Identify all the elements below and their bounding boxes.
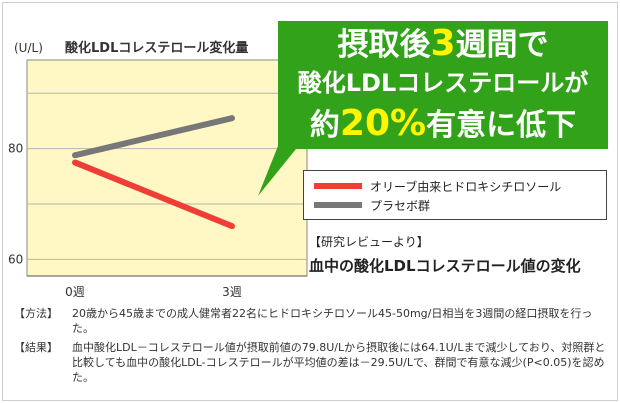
callout-line3-pre: 約	[309, 108, 340, 143]
legend-item-placebo: プラセボ群	[314, 196, 430, 214]
study-source-label: 【研究レビューより】	[309, 235, 429, 249]
callout-line-2: 酸化LDLコレステロールが	[297, 69, 589, 97]
data-point-1-1	[229, 115, 235, 122]
callout-line-3: 約20%有意に低下	[278, 105, 608, 145]
callout-line-1: 摂取後3週間で	[278, 25, 608, 64]
y-tick-label: 60	[8, 252, 23, 266]
callout-line1-pre: 摂取後	[337, 27, 431, 63]
method-label: 【方法】	[14, 307, 58, 320]
result-note: 【結果】 血中酸化LDL－コレステロール値が摂取前値の79.8U/Lから摂取後に…	[14, 340, 610, 385]
method-text: 20歳から45歳までの成人健常者22名にヒドロキシチロソール45-50mg/日相…	[72, 307, 593, 335]
legend-swatch-placebo	[314, 202, 362, 208]
legend-label-placebo: プラセボ群	[370, 198, 431, 213]
callout-line3-num: 20%	[339, 103, 427, 144]
method-note: 【方法】 20歳から45歳までの成人健常者22名にヒドロキシチロソール45-50…	[14, 306, 610, 336]
callout-line1-num: 3	[430, 23, 456, 64]
chart-legend: オリーブ由来ヒドロキシチロソール プラセボ群	[303, 170, 607, 220]
series-line-0	[73, 159, 234, 229]
notes-section: 【方法】 20歳から45歳までの成人健常者22名にヒドロキシチロソール45-50…	[14, 306, 610, 389]
y-axis-unit: (U/L)	[14, 41, 43, 55]
callout-line1-post: 週間で	[455, 27, 549, 63]
callout-box: 摂取後3週間で 酸化LDLコレステロールが 約20%有意に低下	[278, 21, 608, 149]
result-text: 血中酸化LDL－コレステロール値が摂取前値の79.8U/Lから摂取後には64.1…	[72, 341, 606, 384]
result-label: 【結果】	[14, 341, 58, 354]
callout-line3-post: 有意に低下	[426, 108, 577, 143]
data-point-1-0	[72, 152, 78, 159]
data-point-0-0	[72, 159, 78, 166]
chart-title: 酸化LDLコレステロール変化量	[65, 40, 248, 56]
data-point-0-1	[229, 223, 235, 230]
plot-area	[26, 59, 308, 277]
x-tick-label: 0週	[65, 285, 85, 299]
legend-item-olive: オリーブ由来ヒドロキシチロソール	[314, 177, 561, 195]
x-tick-label: 3週	[222, 285, 242, 299]
series-line-1	[74, 115, 233, 159]
legend-swatch-olive	[314, 183, 362, 189]
y-tick-label: 80	[8, 142, 23, 156]
legend-label-olive: オリーブ由来ヒドロキシチロソール	[370, 179, 562, 194]
study-title: 血中の酸化LDLコレステロール値の変化	[309, 257, 581, 275]
